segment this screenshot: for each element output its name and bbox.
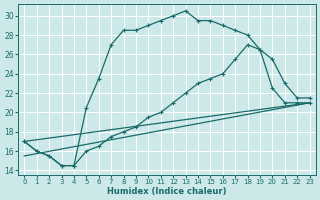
X-axis label: Humidex (Indice chaleur): Humidex (Indice chaleur): [107, 187, 227, 196]
